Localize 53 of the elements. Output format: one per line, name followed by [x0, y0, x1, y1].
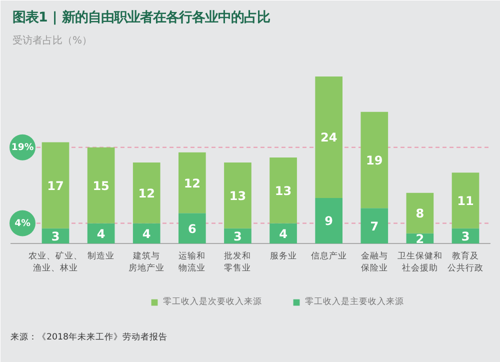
bar — [87, 223, 115, 244]
data-label: 9 — [324, 214, 334, 228]
bar — [224, 162, 252, 228]
bar — [178, 152, 206, 214]
bar — [360, 112, 388, 208]
data-label: 13 — [229, 188, 246, 203]
bar — [315, 198, 342, 244]
data-label: 11 — [457, 194, 474, 208]
x-tick-label: 服务业 — [270, 250, 297, 262]
bar — [178, 213, 206, 244]
ref-line-label: 4% — [14, 218, 32, 229]
legend-label: 零工收入是主要收入来源 — [305, 296, 404, 308]
data-label: 8 — [416, 206, 424, 221]
bar — [132, 162, 160, 224]
bar — [270, 223, 297, 244]
bar — [87, 147, 115, 224]
data-label: 12 — [184, 176, 201, 190]
data-label: 4 — [96, 226, 106, 241]
data-label: 4 — [142, 226, 151, 241]
bar — [270, 157, 297, 224]
data-label: 2 — [416, 232, 424, 246]
bar — [452, 172, 480, 228]
data-label: 4 — [279, 226, 288, 241]
bar — [406, 192, 434, 234]
x-tick-label: 建筑与房地产业 — [128, 250, 165, 274]
x-tick-label: 金融与保险业 — [360, 250, 388, 274]
source-note: 来源：《2018年未来工作》劳动者报告 — [10, 332, 168, 342]
chart-title: 图表1 | 新的自由职业者在各行各业中的占比 — [12, 10, 270, 26]
data-label: 7 — [370, 219, 379, 234]
data-label: 6 — [188, 222, 196, 236]
x-tick-label: 卫生保健和社会援助 — [397, 250, 442, 274]
bar — [315, 76, 342, 198]
legend-label: 零工收入是次要收入来源 — [163, 296, 262, 308]
x-tick-label: 农业、矿业、渔业、林业 — [28, 250, 82, 274]
data-label: 24 — [320, 130, 338, 145]
data-label: 3 — [461, 229, 470, 244]
x-tick-label: 信息产业 — [310, 250, 347, 262]
bar — [132, 223, 160, 244]
ref-line-label: 19% — [11, 142, 34, 153]
data-label: 3 — [234, 229, 242, 244]
x-tick-label: 制造业 — [88, 250, 115, 262]
x-tick-label: 批发和零售业 — [224, 250, 252, 274]
data-label: 19 — [366, 154, 383, 168]
x-tick-label: 教育及公共行政 — [448, 250, 484, 274]
data-label: 3 — [51, 229, 60, 244]
data-label: 15 — [92, 178, 110, 193]
data-label: 12 — [138, 186, 155, 200]
bar — [42, 142, 70, 228]
y-axis-title: 受访者占比（%） — [12, 34, 92, 46]
data-label: 13 — [274, 184, 292, 198]
data-label: 17 — [47, 178, 64, 193]
bar — [360, 208, 388, 244]
x-tick-label: 运输和物流业 — [178, 250, 206, 274]
